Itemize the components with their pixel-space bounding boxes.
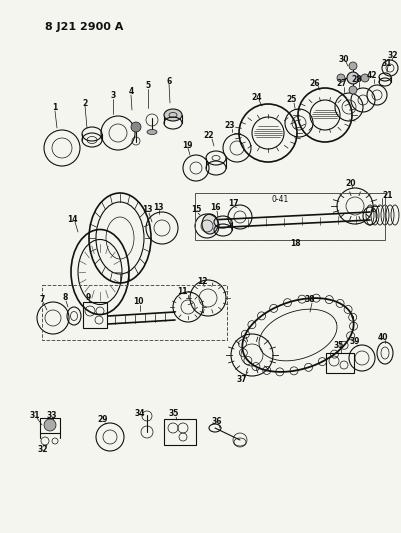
Text: 7: 7 [39,295,45,303]
Text: 12: 12 [197,277,207,286]
Bar [42,285,227,340]
Text: 40: 40 [378,333,388,342]
Text: 32: 32 [38,446,48,455]
Circle shape [337,74,345,82]
Circle shape [131,122,141,132]
Text: 18: 18 [290,238,300,247]
Bar [326,353,354,373]
Text: 20: 20 [346,179,356,188]
Bar [195,193,385,240]
Text: 21: 21 [382,190,393,199]
Circle shape [347,72,359,84]
Text: 16: 16 [210,204,220,213]
Text: 29: 29 [98,416,108,424]
Circle shape [349,86,357,94]
Text: 31: 31 [382,59,392,68]
Text: 35: 35 [169,409,179,418]
Text: 8: 8 [62,294,68,303]
Text: 13: 13 [142,206,152,214]
Text: 33: 33 [47,410,57,419]
Text: 34: 34 [135,408,145,417]
Text: 38: 38 [305,295,315,304]
Text: 37: 37 [237,376,247,384]
Ellipse shape [147,130,157,134]
Text: 35: 35 [334,342,344,351]
Text: 39: 39 [350,337,360,346]
Circle shape [349,62,357,70]
Text: 23: 23 [225,122,235,131]
Text: 26: 26 [310,78,320,87]
Ellipse shape [164,109,182,121]
Text: 15: 15 [191,206,201,214]
Text: 2: 2 [82,99,88,108]
Text: 24: 24 [252,93,262,101]
Text: 1: 1 [53,103,58,112]
Text: 0-41: 0-41 [271,196,289,205]
Text: 14: 14 [67,215,77,224]
Text: 36: 36 [212,417,222,426]
Text: 5: 5 [146,82,150,91]
Text: 8 J21 2900 A: 8 J21 2900 A [45,22,124,32]
Bar [164,419,196,445]
Bar [195,193,385,240]
Text: 11: 11 [177,287,187,295]
Text: 42: 42 [367,71,377,80]
Text: 31: 31 [30,410,40,419]
Text: 6: 6 [166,77,172,85]
Text: 27: 27 [337,79,347,88]
Text: 25: 25 [287,95,297,104]
Text: 22: 22 [204,132,214,141]
Circle shape [361,74,369,82]
Text: 10: 10 [133,297,143,306]
Text: 28: 28 [352,75,363,84]
Text: 17: 17 [228,199,238,208]
Circle shape [44,419,56,431]
Text: 3: 3 [110,92,115,101]
Bar [83,302,107,328]
Text: 32: 32 [388,51,398,60]
Text: 4: 4 [128,87,134,96]
Text: 13: 13 [153,203,163,212]
Ellipse shape [202,214,218,234]
Text: 9: 9 [85,294,91,303]
Text: 30: 30 [339,54,349,63]
Text: 19: 19 [182,141,192,149]
